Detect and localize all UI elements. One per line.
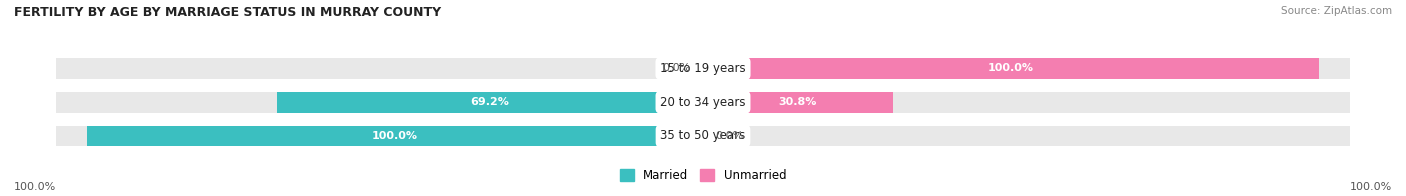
Bar (56, 58, 1350, 79)
Text: 30.8%: 30.8% (779, 97, 817, 107)
Text: FERTILITY BY AGE BY MARRIAGE STATUS IN MURRAY COUNTY: FERTILITY BY AGE BY MARRIAGE STATUS IN M… (14, 6, 441, 19)
Text: 100.0%: 100.0% (1350, 182, 1392, 192)
Text: 100.0%: 100.0% (14, 182, 56, 192)
Bar (56, 125, 1350, 146)
Bar (703, 58, 1319, 79)
Bar (87, 125, 703, 146)
Legend: Married, Unmarried: Married, Unmarried (620, 169, 786, 182)
Text: 0.0%: 0.0% (716, 131, 744, 141)
Text: 15 to 19 years: 15 to 19 years (661, 62, 745, 75)
Bar (277, 92, 703, 113)
Text: 35 to 50 years: 35 to 50 years (661, 130, 745, 142)
Text: 0.0%: 0.0% (662, 64, 690, 74)
Bar (56, 92, 1350, 113)
Text: Source: ZipAtlas.com: Source: ZipAtlas.com (1281, 6, 1392, 16)
Text: 100.0%: 100.0% (988, 64, 1033, 74)
Bar (703, 92, 893, 113)
Text: 69.2%: 69.2% (471, 97, 509, 107)
Text: 20 to 34 years: 20 to 34 years (661, 96, 745, 109)
Text: 100.0%: 100.0% (373, 131, 418, 141)
